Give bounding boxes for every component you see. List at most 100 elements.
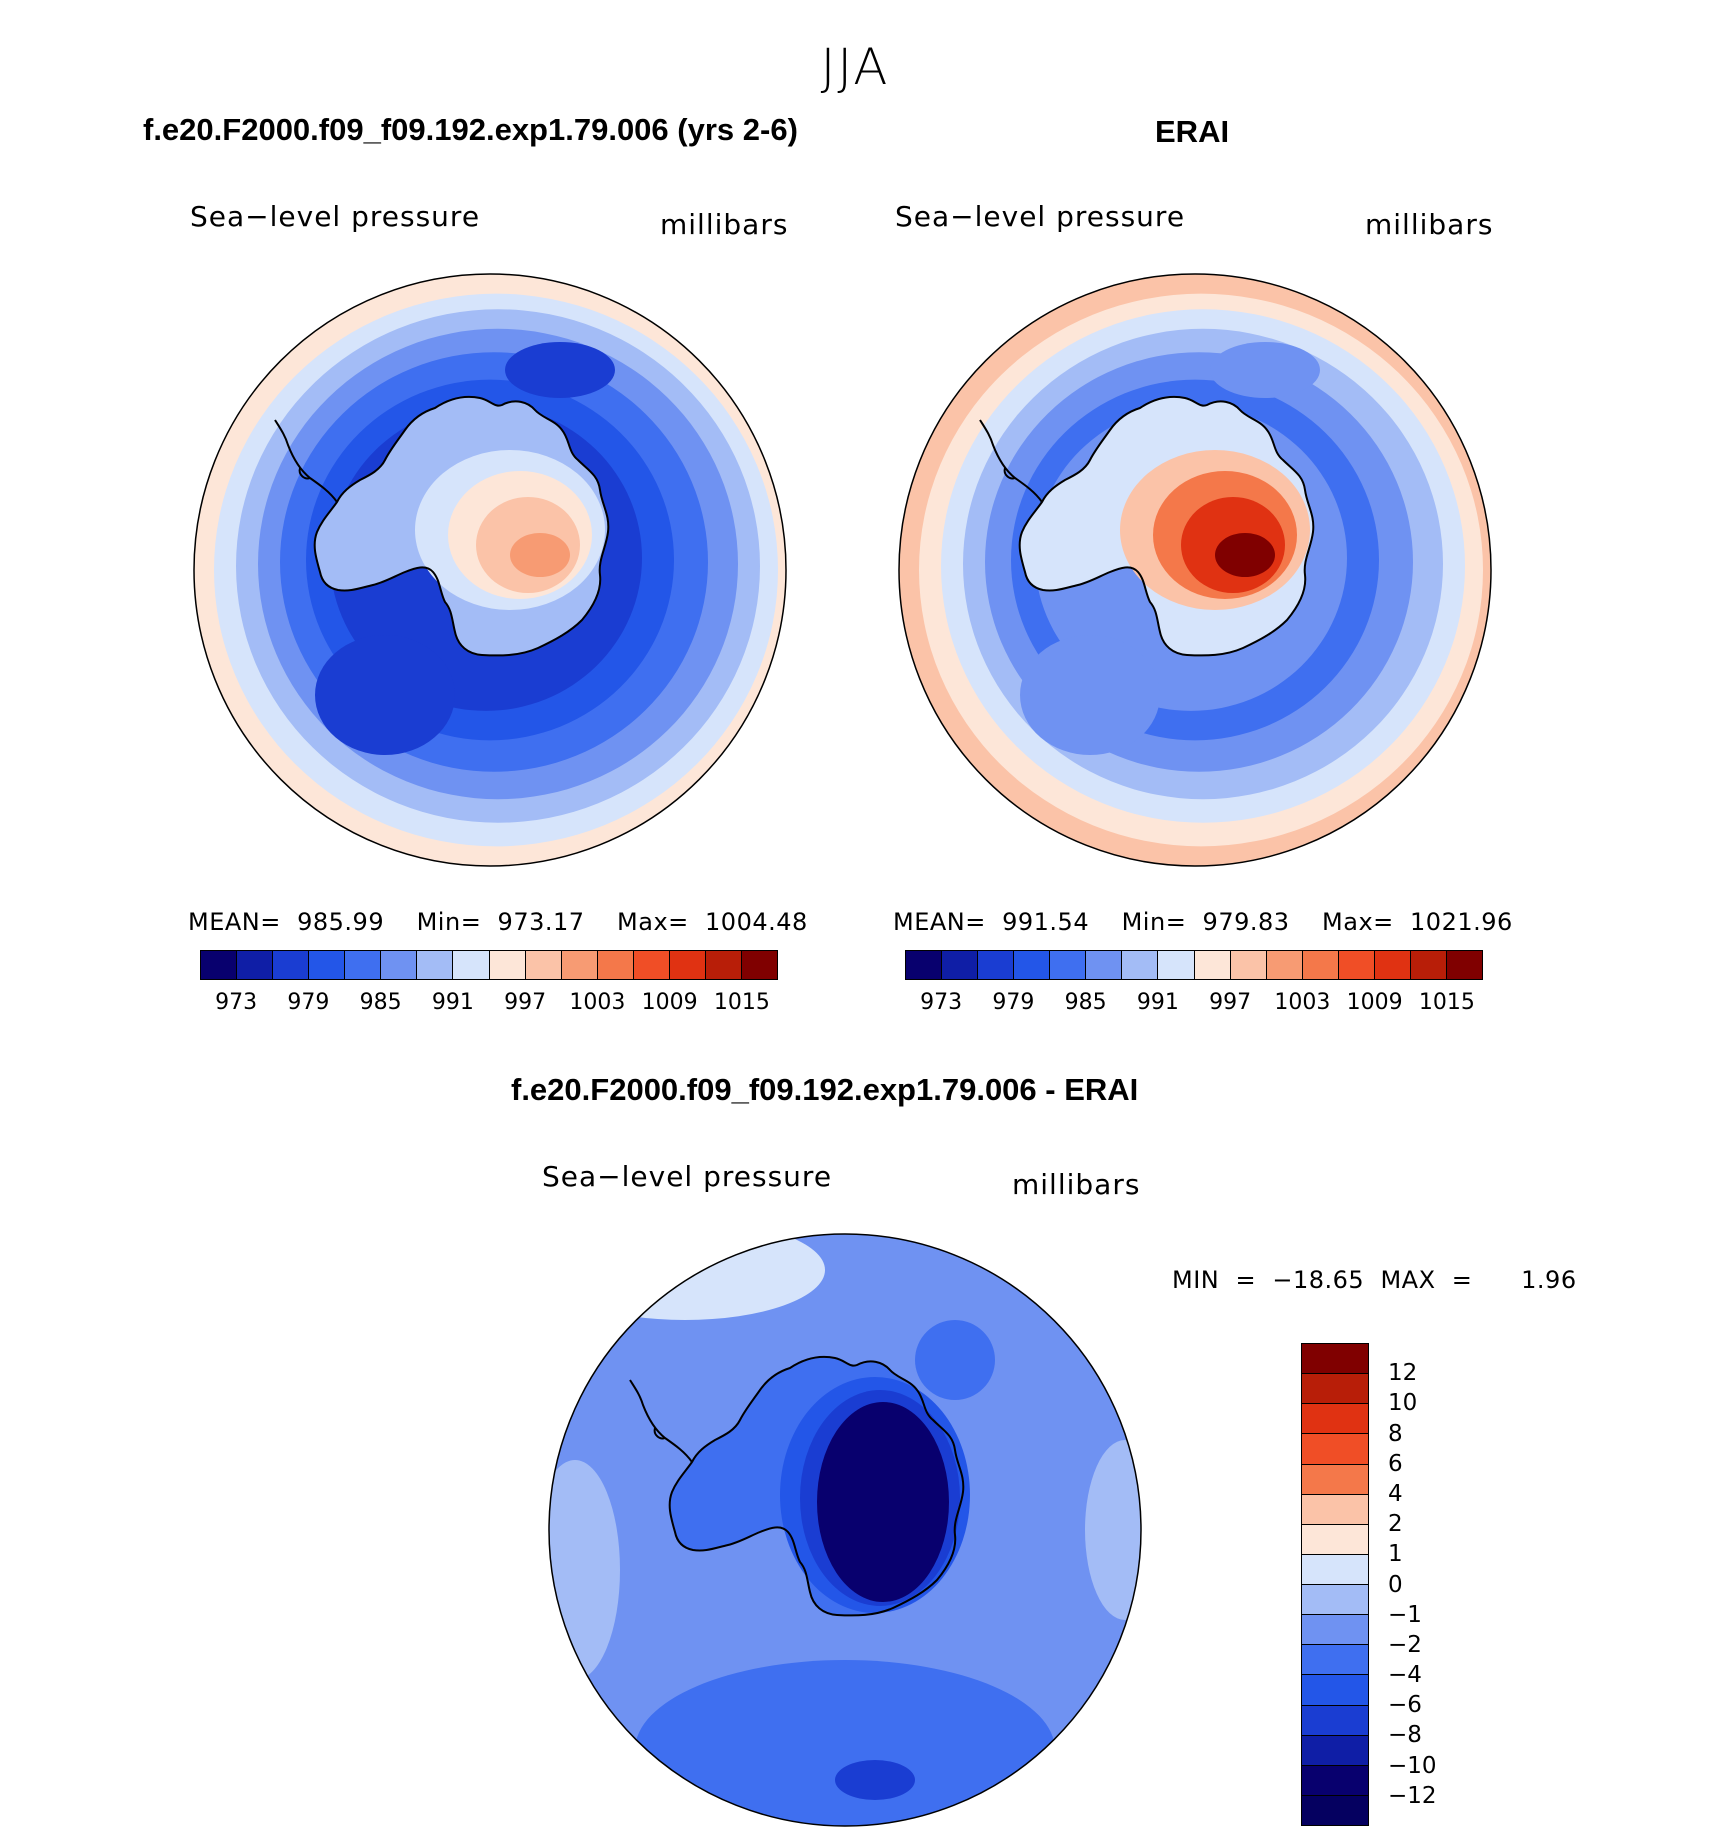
coastline bbox=[979, 419, 1043, 503]
panel-2-stats: MEAN= 991.54 Min= 979.83 Max= 1021.96 bbox=[893, 908, 1513, 936]
colorbar-tick-label: −6 bbox=[1388, 1692, 1422, 1719]
colorbar-swatch bbox=[597, 951, 634, 979]
colorbar-tick-label: 1015 bbox=[713, 990, 770, 1015]
colorbar-swatch bbox=[1338, 951, 1375, 979]
colorbar-swatch bbox=[381, 951, 418, 979]
colorbar-swatch bbox=[1302, 1404, 1368, 1435]
colorbar-tick-label: −1 bbox=[1388, 1601, 1422, 1628]
colorbar-tick-label: 1 bbox=[1388, 1541, 1403, 1568]
figure-title: JJA bbox=[820, 38, 890, 96]
colorbar-swatch bbox=[1302, 1434, 1368, 1465]
coastline bbox=[629, 1379, 693, 1463]
colorbar-swatch bbox=[1374, 951, 1411, 979]
colorbar-swatch bbox=[1446, 951, 1482, 979]
colorbar-tick-label: 6 bbox=[1388, 1450, 1403, 1477]
colorbar-swatch bbox=[1122, 951, 1159, 979]
colorbar-tick-label: 1003 bbox=[569, 990, 626, 1015]
colorbar-swatch bbox=[1302, 1765, 1368, 1796]
panel-2-title: ERAI bbox=[1155, 114, 1230, 149]
colorbar-tick-label: 8 bbox=[1388, 1420, 1403, 1447]
colorbar-swatch bbox=[1302, 1494, 1368, 1525]
colorbar-tick-label: 997 bbox=[504, 990, 547, 1015]
colorbar-tick-label: 997 bbox=[1209, 990, 1252, 1015]
colorbar-swatch bbox=[978, 951, 1015, 979]
colorbar-swatch bbox=[1230, 951, 1267, 979]
colorbar-tick-label: −12 bbox=[1388, 1782, 1437, 1809]
colorbar-tick-label: 2 bbox=[1388, 1511, 1403, 1538]
panel-1-polar-map bbox=[193, 273, 787, 867]
colorbar-swatch bbox=[1302, 1554, 1368, 1585]
difference-variable-label: Sea−level pressure bbox=[542, 1160, 833, 1193]
pressure-low bbox=[1020, 635, 1160, 755]
difference-field bbox=[1085, 1440, 1141, 1620]
colorbar-swatch bbox=[201, 951, 238, 979]
colorbar-tick-label: 985 bbox=[1064, 990, 1107, 1015]
panel-1-units-label: millibars bbox=[660, 208, 789, 241]
colorbar-swatch bbox=[1302, 1524, 1368, 1555]
panel-2-polar-map bbox=[898, 273, 1492, 867]
colorbar-swatch bbox=[453, 951, 490, 979]
difference-field bbox=[915, 1320, 995, 1400]
colorbar-tick-label: 1003 bbox=[1274, 990, 1331, 1015]
colorbar-tick-label: 985 bbox=[359, 990, 402, 1015]
colorbar-swatch bbox=[345, 951, 382, 979]
colorbar-tick-label: 979 bbox=[992, 990, 1035, 1015]
colorbar-tick-label: −2 bbox=[1388, 1631, 1422, 1658]
colorbar-tick-label: 979 bbox=[287, 990, 330, 1015]
difference-polar-map bbox=[548, 1233, 1142, 1827]
colorbar-swatch bbox=[1194, 951, 1231, 979]
difference-title: f.e20.F2000.f09_f09.192.exp1.79.006 - ER… bbox=[511, 1072, 1139, 1107]
map-border bbox=[548, 1233, 1142, 1827]
colorbar-swatch bbox=[1302, 951, 1339, 979]
difference-colorbar-ticks: 12 10 8 6 4 2 1 0 −1 −2 −4 −6 −8 −10 −12 bbox=[1388, 1343, 1468, 1826]
colorbar-swatch bbox=[1158, 951, 1195, 979]
map-border bbox=[898, 273, 1492, 867]
colorbar-swatch bbox=[525, 951, 562, 979]
pressure-low bbox=[1210, 342, 1320, 398]
difference-field bbox=[549, 1234, 825, 1320]
colorbar-swatch bbox=[1302, 1705, 1368, 1736]
difference-field bbox=[817, 1402, 949, 1602]
colorbar-tick-label: −8 bbox=[1388, 1722, 1422, 1749]
colorbar-swatch bbox=[1302, 1795, 1368, 1825]
colorbar-swatch bbox=[273, 951, 310, 979]
pressure-low bbox=[505, 342, 615, 398]
colorbar-swatch bbox=[1302, 1374, 1368, 1405]
colorbar-swatch bbox=[237, 951, 274, 979]
colorbar-tick-label: 4 bbox=[1388, 1480, 1403, 1507]
continent-field bbox=[1215, 533, 1275, 577]
colorbar-tick-label: 10 bbox=[1388, 1390, 1418, 1417]
colorbar-swatch bbox=[1266, 951, 1303, 979]
colorbar-swatch bbox=[561, 951, 598, 979]
colorbar-swatch bbox=[1302, 1675, 1368, 1706]
colorbar-swatch bbox=[1014, 951, 1051, 979]
difference-field bbox=[635, 1660, 1055, 1826]
colorbar-tick-label: 973 bbox=[215, 990, 258, 1015]
colorbar-tick-label: −10 bbox=[1388, 1752, 1437, 1779]
colorbar-swatch bbox=[1302, 1585, 1368, 1616]
colorbar-swatch bbox=[669, 951, 706, 979]
pressure-low bbox=[315, 635, 455, 755]
difference-field bbox=[835, 1760, 915, 1800]
panel-1-colorbar bbox=[200, 950, 778, 980]
colorbar-tick-label: 1009 bbox=[641, 990, 698, 1015]
colorbar-swatch bbox=[489, 951, 526, 979]
colorbar-swatch bbox=[1302, 1645, 1368, 1676]
colorbar-tick-label: −4 bbox=[1388, 1662, 1422, 1689]
panel-2-colorbar-ticks: 973 979 985 991 997 1003 1009 1015 bbox=[905, 990, 1483, 1020]
panel-2-variable-label: Sea−level pressure bbox=[895, 200, 1186, 233]
difference-field bbox=[549, 1460, 620, 1680]
panel-2-units-label: millibars bbox=[1365, 208, 1494, 241]
difference-colorbar bbox=[1301, 1343, 1369, 1826]
colorbar-tick-label: 991 bbox=[1136, 990, 1179, 1015]
panel-1-stats: MEAN= 985.99 Min= 973.17 Max= 1004.48 bbox=[188, 908, 808, 936]
colorbar-swatch bbox=[309, 951, 346, 979]
map-border bbox=[193, 273, 787, 867]
colorbar-swatch bbox=[1050, 951, 1087, 979]
colorbar-tick-label: 1015 bbox=[1418, 990, 1475, 1015]
colorbar-swatch bbox=[1086, 951, 1123, 979]
colorbar-swatch bbox=[1410, 951, 1447, 979]
panel-1-colorbar-ticks: 973 979 985 991 997 1003 1009 1015 bbox=[200, 990, 778, 1020]
panel-1-title: f.e20.F2000.f09_f09.192.exp1.79.006 (yrs… bbox=[143, 112, 798, 147]
colorbar-swatch bbox=[1302, 1615, 1368, 1646]
